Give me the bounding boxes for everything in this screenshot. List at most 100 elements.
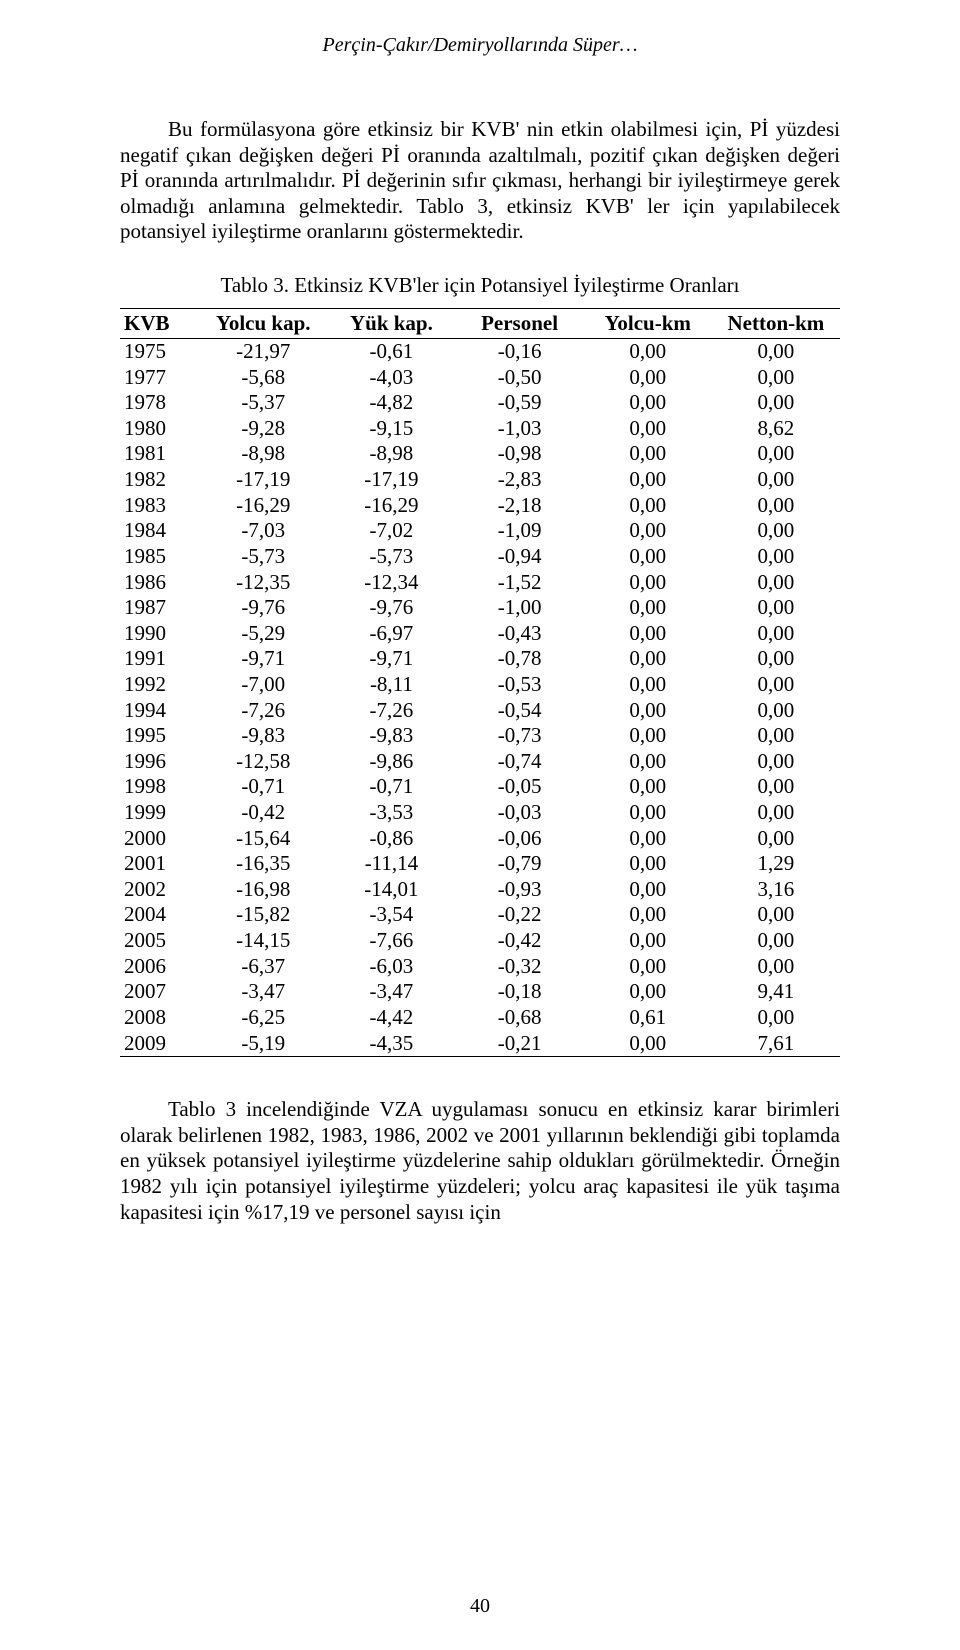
cell-year: 1982 (120, 467, 199, 493)
cell-value: 0,00 (584, 493, 712, 519)
cell-year: 2002 (120, 877, 199, 903)
cell-value: -4,82 (327, 390, 455, 416)
cell-value: -0,59 (456, 390, 584, 416)
cell-value: -0,50 (456, 365, 584, 391)
cell-value: 0,00 (712, 518, 840, 544)
cell-value: -0,03 (456, 800, 584, 826)
cell-value: 0,00 (712, 441, 840, 467)
table-caption: Tablo 3. Etkinsiz KVB'ler için Potansiye… (120, 273, 840, 298)
cell-value: 0,00 (584, 979, 712, 1005)
cell-value: 0,00 (712, 826, 840, 852)
table-row: 1981-8,98-8,98-0,980,000,00 (120, 441, 840, 467)
cell-value: -8,98 (199, 441, 327, 467)
cell-value: -6,03 (327, 954, 455, 980)
cell-value: -12,35 (199, 570, 327, 596)
cell-value: 0,00 (584, 902, 712, 928)
col-header-yolcu-km: Yolcu-km (584, 309, 712, 339)
cell-value: -8,98 (327, 441, 455, 467)
cell-value: 0,00 (584, 877, 712, 903)
cell-value: -17,19 (327, 467, 455, 493)
cell-year: 1985 (120, 544, 199, 570)
cell-value: -0,68 (456, 1005, 584, 1031)
paragraph-discussion: Tablo 3 incelendiğinde VZA uygulaması so… (120, 1097, 840, 1225)
cell-value: -0,71 (199, 774, 327, 800)
cell-value: -6,97 (327, 621, 455, 647)
cell-value: 0,00 (584, 595, 712, 621)
cell-year: 1986 (120, 570, 199, 596)
cell-value: 0,00 (584, 851, 712, 877)
table-row: 1998-0,71-0,71-0,050,000,00 (120, 774, 840, 800)
cell-year: 2007 (120, 979, 199, 1005)
cell-value: 0,00 (584, 518, 712, 544)
cell-value: -7,26 (327, 698, 455, 724)
cell-value: -0,16 (456, 339, 584, 365)
page-number: 40 (0, 1595, 960, 1618)
cell-value: -9,86 (327, 749, 455, 775)
cell-value: 0,00 (584, 339, 712, 365)
cell-value: 0,00 (584, 544, 712, 570)
cell-value: -15,64 (199, 826, 327, 852)
table-improvement-ratios: KVB Yolcu kap. Yük kap. Personel Yolcu-k… (120, 308, 840, 1057)
cell-value: 1,29 (712, 851, 840, 877)
cell-value: 0,00 (584, 365, 712, 391)
cell-value: 0,00 (584, 749, 712, 775)
cell-value: -3,47 (327, 979, 455, 1005)
cell-value: -0,98 (456, 441, 584, 467)
table-row: 2001-16,35-11,14-0,790,001,29 (120, 851, 840, 877)
cell-value: -9,71 (327, 646, 455, 672)
table-row: 1999-0,42-3,53-0,030,000,00 (120, 800, 840, 826)
cell-year: 1990 (120, 621, 199, 647)
cell-value: 0,00 (712, 390, 840, 416)
table-row: 1982-17,19-17,19-2,830,000,00 (120, 467, 840, 493)
cell-value: -16,98 (199, 877, 327, 903)
cell-value: -9,76 (199, 595, 327, 621)
cell-value: -9,83 (327, 723, 455, 749)
cell-value: -3,47 (199, 979, 327, 1005)
cell-value: -7,26 (199, 698, 327, 724)
cell-value: 0,00 (584, 441, 712, 467)
cell-value: 0,00 (584, 774, 712, 800)
table-row: 2009-5,19-4,35-0,210,007,61 (120, 1031, 840, 1057)
cell-value: -2,83 (456, 467, 584, 493)
col-header-yolcu-kap: Yolcu kap. (199, 309, 327, 339)
cell-value: 0,00 (712, 570, 840, 596)
table-row: 2008-6,25-4,42-0,680,610,00 (120, 1005, 840, 1031)
cell-year: 2009 (120, 1031, 199, 1057)
cell-value: -0,06 (456, 826, 584, 852)
cell-value: 0,61 (584, 1005, 712, 1031)
cell-value: -0,22 (456, 902, 584, 928)
cell-value: 0,00 (712, 723, 840, 749)
cell-value: -9,28 (199, 416, 327, 442)
table-row: 2000-15,64-0,86-0,060,000,00 (120, 826, 840, 852)
cell-value: -0,42 (199, 800, 327, 826)
cell-value: -0,78 (456, 646, 584, 672)
cell-value: -8,11 (327, 672, 455, 698)
cell-value: -5,37 (199, 390, 327, 416)
cell-value: 0,00 (712, 595, 840, 621)
cell-value: -11,14 (327, 851, 455, 877)
running-head: Perçin-Çakır/Demiryollarında Süper… (120, 34, 840, 57)
cell-value: 0,00 (712, 365, 840, 391)
cell-value: -5,19 (199, 1031, 327, 1057)
cell-value: -16,29 (327, 493, 455, 519)
cell-value: -4,35 (327, 1031, 455, 1057)
cell-year: 2005 (120, 928, 199, 954)
cell-value: -7,03 (199, 518, 327, 544)
cell-value: -12,34 (327, 570, 455, 596)
cell-year: 1992 (120, 672, 199, 698)
cell-value: -1,00 (456, 595, 584, 621)
cell-year: 1995 (120, 723, 199, 749)
cell-value: -14,01 (327, 877, 455, 903)
cell-value: 0,00 (584, 672, 712, 698)
cell-value: -21,97 (199, 339, 327, 365)
cell-year: 1983 (120, 493, 199, 519)
cell-value: 0,00 (584, 826, 712, 852)
cell-value: 0,00 (584, 928, 712, 954)
cell-value: -0,79 (456, 851, 584, 877)
cell-value: -16,35 (199, 851, 327, 877)
cell-value: -5,29 (199, 621, 327, 647)
cell-value: -5,73 (199, 544, 327, 570)
cell-value: 0,00 (712, 544, 840, 570)
cell-value: -0,61 (327, 339, 455, 365)
table-row: 2007-3,47-3,47-0,180,009,41 (120, 979, 840, 1005)
